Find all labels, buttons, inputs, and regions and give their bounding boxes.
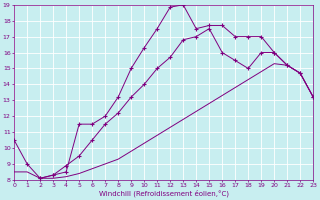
X-axis label: Windchill (Refroidissement éolien,°C): Windchill (Refroidissement éolien,°C) <box>99 190 229 197</box>
